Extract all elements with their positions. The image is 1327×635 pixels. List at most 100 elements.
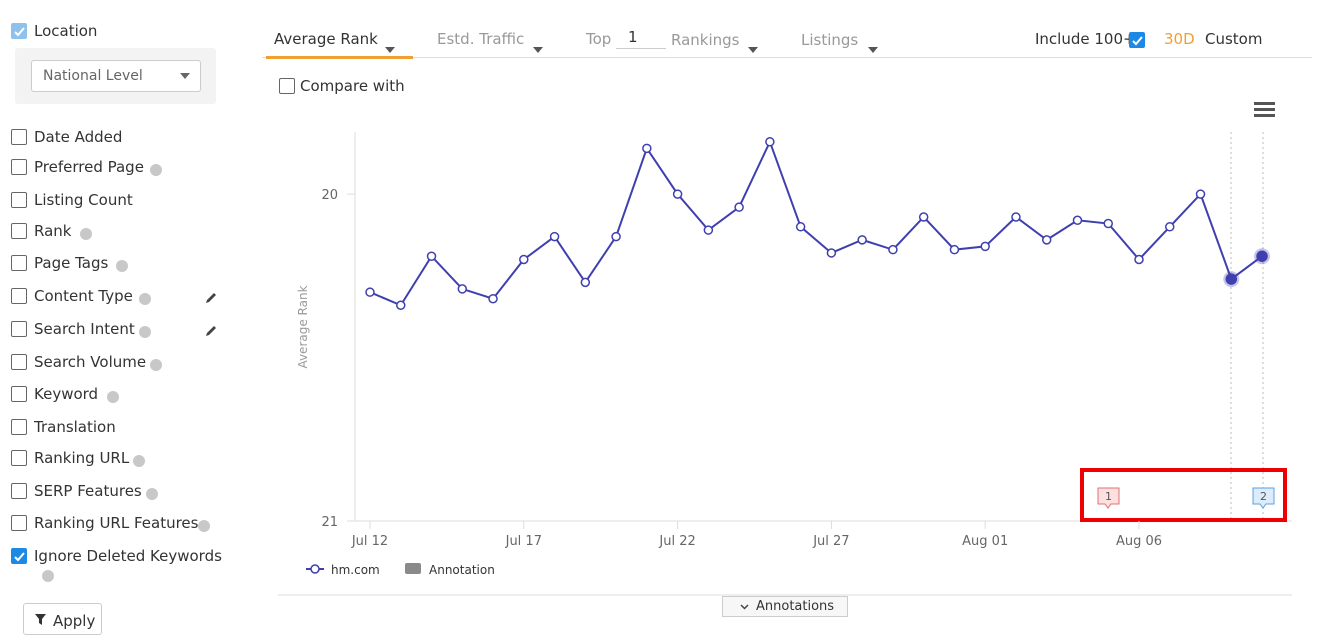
help-icon [139, 293, 151, 305]
point [1041, 235, 1052, 245]
help-icon [139, 326, 151, 338]
point [457, 284, 468, 294]
point [734, 202, 744, 212]
checkbox[interactable] [11, 419, 27, 435]
help-icon [146, 488, 158, 500]
tab[interactable]: Estd. Traffic [437, 30, 525, 48]
check-mark [1132, 36, 1143, 46]
caret [868, 38, 878, 57]
tab[interactable]: Rankings [671, 31, 740, 49]
caret [385, 38, 395, 57]
x-tick-label: Aug 01 [962, 534, 1008, 549]
help-icon [133, 455, 145, 467]
checkbox[interactable] [11, 223, 27, 239]
active-tab-underline [266, 56, 413, 59]
tab[interactable]: Listings [801, 31, 859, 49]
series-line [369, 139, 1263, 307]
point [1256, 250, 1268, 262]
point [1195, 189, 1206, 199]
period[interactable]: 30D [1164, 30, 1195, 48]
point [1134, 254, 1144, 265]
point [1165, 222, 1175, 232]
checkbox[interactable] [11, 288, 27, 304]
filter-label: Content Type [34, 287, 133, 305]
edit-icon[interactable] [205, 322, 218, 341]
filter-label: Ignore Deleted Keywords [34, 547, 222, 565]
point [426, 251, 437, 261]
legend-label: Annotation [429, 563, 495, 577]
select-text: National Level [43, 68, 143, 84]
caret-icon [533, 47, 543, 53]
filter-label: Ranking URL [34, 449, 130, 467]
filter-label: Rank [34, 222, 72, 240]
apply-label: Apply [53, 612, 96, 630]
checkbox[interactable] [11, 321, 27, 337]
checkbox[interactable] [11, 515, 27, 531]
x-tick-label: Aug 06 [1116, 534, 1162, 549]
caret-icon [868, 47, 878, 53]
point [1225, 273, 1238, 285]
point [549, 231, 560, 242]
point [611, 231, 621, 242]
checkbox[interactable] [1129, 32, 1145, 48]
menu-icon[interactable] [1254, 102, 1275, 117]
checkbox[interactable] [11, 159, 27, 175]
top-input[interactable]: 1 [616, 28, 666, 49]
point [365, 287, 375, 297]
point [703, 225, 714, 235]
pencil [206, 293, 216, 303]
checkbox[interactable] [279, 78, 295, 94]
y-tick-label: 21 [321, 515, 338, 530]
check-mark [14, 552, 25, 562]
edit-icon[interactable] [205, 289, 218, 308]
filter-label: Search Intent [34, 320, 135, 338]
highlight-box [1080, 468, 1287, 522]
point [826, 248, 837, 258]
filter-label: Translation [34, 418, 116, 436]
filter-label: Date Added [34, 128, 123, 146]
custom[interactable]: Custom [1205, 30, 1263, 48]
point [1072, 215, 1083, 226]
help-icon [116, 260, 128, 272]
annotations-button[interactable]: Annotations [722, 596, 848, 617]
point [672, 189, 683, 199]
annotation-flag [1097, 487, 1120, 509]
checkbox[interactable] [11, 192, 27, 208]
y-axis-label: Average Rank [296, 285, 310, 368]
point [1103, 218, 1113, 229]
point [918, 212, 929, 222]
point [949, 244, 960, 255]
checkbox[interactable] [11, 354, 27, 370]
checkbox[interactable] [11, 23, 27, 39]
checkbox[interactable] [11, 255, 27, 271]
point [642, 143, 652, 154]
caret-icon [748, 47, 758, 53]
location-select[interactable]: National Level [31, 60, 201, 92]
checkbox[interactable] [11, 386, 27, 402]
point [1011, 212, 1021, 222]
annotation-flag [1252, 487, 1275, 509]
checkbox[interactable] [11, 483, 27, 499]
x-tick-label: Jul 12 [351, 534, 388, 549]
filter-label: Search Volume [34, 353, 147, 371]
tab[interactable]: Average Rank [274, 30, 378, 48]
x-tick-label: Jul 22 [658, 534, 695, 549]
x-tick-label: Jul 27 [812, 534, 849, 549]
filter-label: Page Tags [34, 254, 109, 272]
help-icon [42, 570, 54, 582]
help-icon [150, 164, 162, 176]
annotations-label: Annotations [756, 599, 835, 614]
point [888, 244, 898, 255]
checkbox[interactable] [11, 450, 27, 466]
point [980, 241, 990, 252]
filter-label: SERP Features [34, 482, 142, 500]
checkbox[interactable] [11, 548, 27, 564]
y-tick-label: 20 [321, 188, 338, 203]
point [519, 254, 529, 265]
filter-label: Keyword [34, 385, 99, 403]
annotation-label: 1 [1105, 490, 1112, 503]
chevron [740, 604, 749, 610]
checkbox[interactable] [11, 129, 27, 145]
filter-label: Preferred Page [34, 158, 144, 176]
